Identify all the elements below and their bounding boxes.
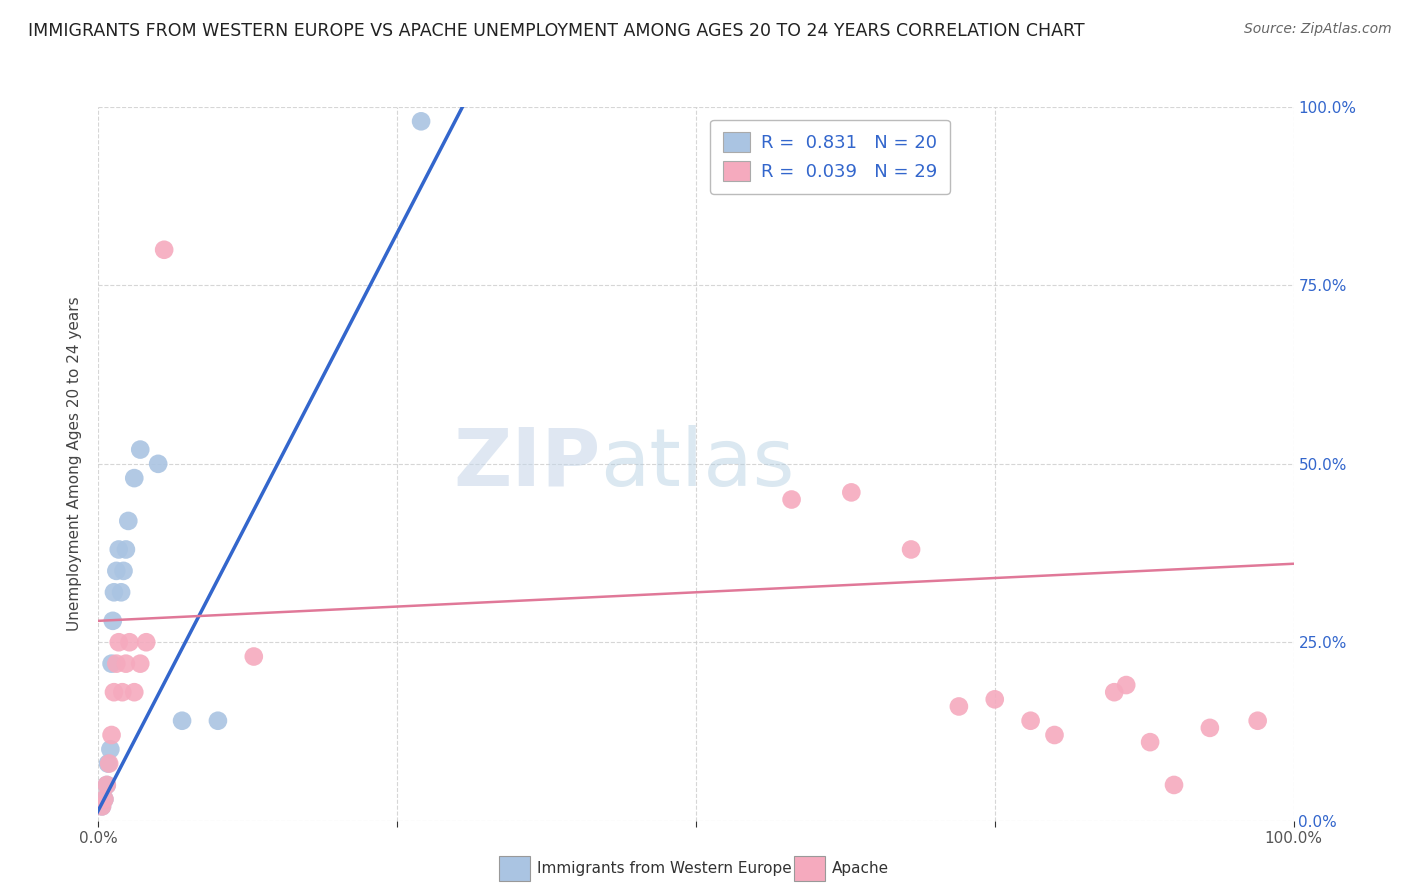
Point <box>984 692 1007 706</box>
Point <box>91 799 114 814</box>
Point <box>1115 678 1137 692</box>
Point <box>124 685 146 699</box>
Point <box>411 114 433 128</box>
Point <box>118 635 141 649</box>
Point <box>1139 735 1161 749</box>
Point <box>96 778 118 792</box>
Point <box>1198 721 1220 735</box>
Point <box>112 564 135 578</box>
Point <box>900 542 922 557</box>
Point <box>948 699 970 714</box>
Point <box>841 485 863 500</box>
Point <box>135 635 157 649</box>
Text: ZIP: ZIP <box>453 425 600 503</box>
Point <box>172 714 194 728</box>
Point <box>93 792 115 806</box>
Point <box>97 756 120 771</box>
Point <box>93 792 115 806</box>
Point <box>1102 685 1125 699</box>
Point <box>100 657 122 671</box>
Point <box>243 649 266 664</box>
Point <box>98 742 122 756</box>
Point <box>129 442 152 457</box>
Point <box>117 514 139 528</box>
Point <box>110 585 132 599</box>
Y-axis label: Unemployment Among Ages 20 to 24 years: Unemployment Among Ages 20 to 24 years <box>67 296 83 632</box>
Point <box>1246 714 1268 728</box>
Point <box>115 657 138 671</box>
Point <box>103 585 125 599</box>
Point <box>1019 714 1042 728</box>
Point <box>105 657 128 671</box>
Point <box>1163 778 1185 792</box>
Point <box>101 614 124 628</box>
Point <box>107 542 129 557</box>
Point <box>148 457 170 471</box>
Point <box>1043 728 1066 742</box>
Point <box>111 685 134 699</box>
Point <box>105 564 128 578</box>
Point <box>103 685 125 699</box>
Legend: R =  0.831   N = 20, R =  0.039   N = 29: R = 0.831 N = 20, R = 0.039 N = 29 <box>710 120 950 194</box>
Point <box>100 728 122 742</box>
Point <box>98 756 121 771</box>
Point <box>153 243 176 257</box>
Point <box>124 471 146 485</box>
Point <box>107 635 129 649</box>
Point <box>115 542 138 557</box>
Point <box>129 657 152 671</box>
Point <box>91 799 114 814</box>
Text: Source: ZipAtlas.com: Source: ZipAtlas.com <box>1244 22 1392 37</box>
Point <box>96 778 118 792</box>
Text: Immigrants from Western Europe: Immigrants from Western Europe <box>537 862 792 876</box>
Text: atlas: atlas <box>600 425 794 503</box>
Point <box>780 492 803 507</box>
Text: IMMIGRANTS FROM WESTERN EUROPE VS APACHE UNEMPLOYMENT AMONG AGES 20 TO 24 YEARS : IMMIGRANTS FROM WESTERN EUROPE VS APACHE… <box>28 22 1085 40</box>
Point <box>207 714 229 728</box>
Text: Apache: Apache <box>832 862 890 876</box>
